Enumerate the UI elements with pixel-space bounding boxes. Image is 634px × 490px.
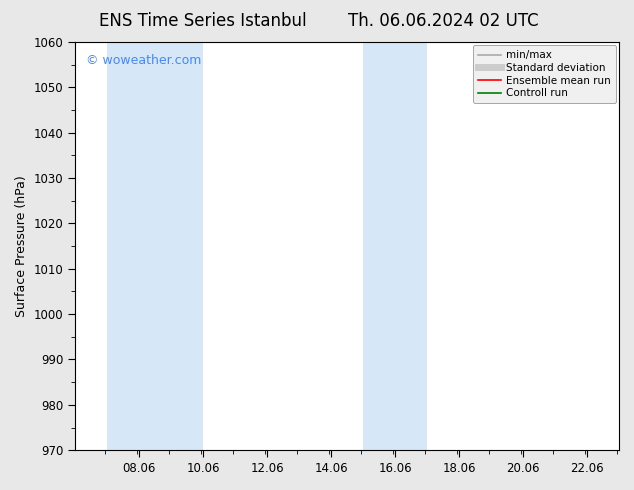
Text: © woweather.com: © woweather.com	[86, 54, 202, 67]
Legend: min/max, Standard deviation, Ensemble mean run, Controll run: min/max, Standard deviation, Ensemble me…	[472, 45, 616, 103]
Text: Th. 06.06.2024 02 UTC: Th. 06.06.2024 02 UTC	[349, 12, 539, 30]
Y-axis label: Surface Pressure (hPa): Surface Pressure (hPa)	[15, 175, 28, 317]
Text: ENS Time Series Istanbul: ENS Time Series Istanbul	[99, 12, 307, 30]
Bar	[363, 42, 427, 450]
Bar	[107, 42, 203, 450]
